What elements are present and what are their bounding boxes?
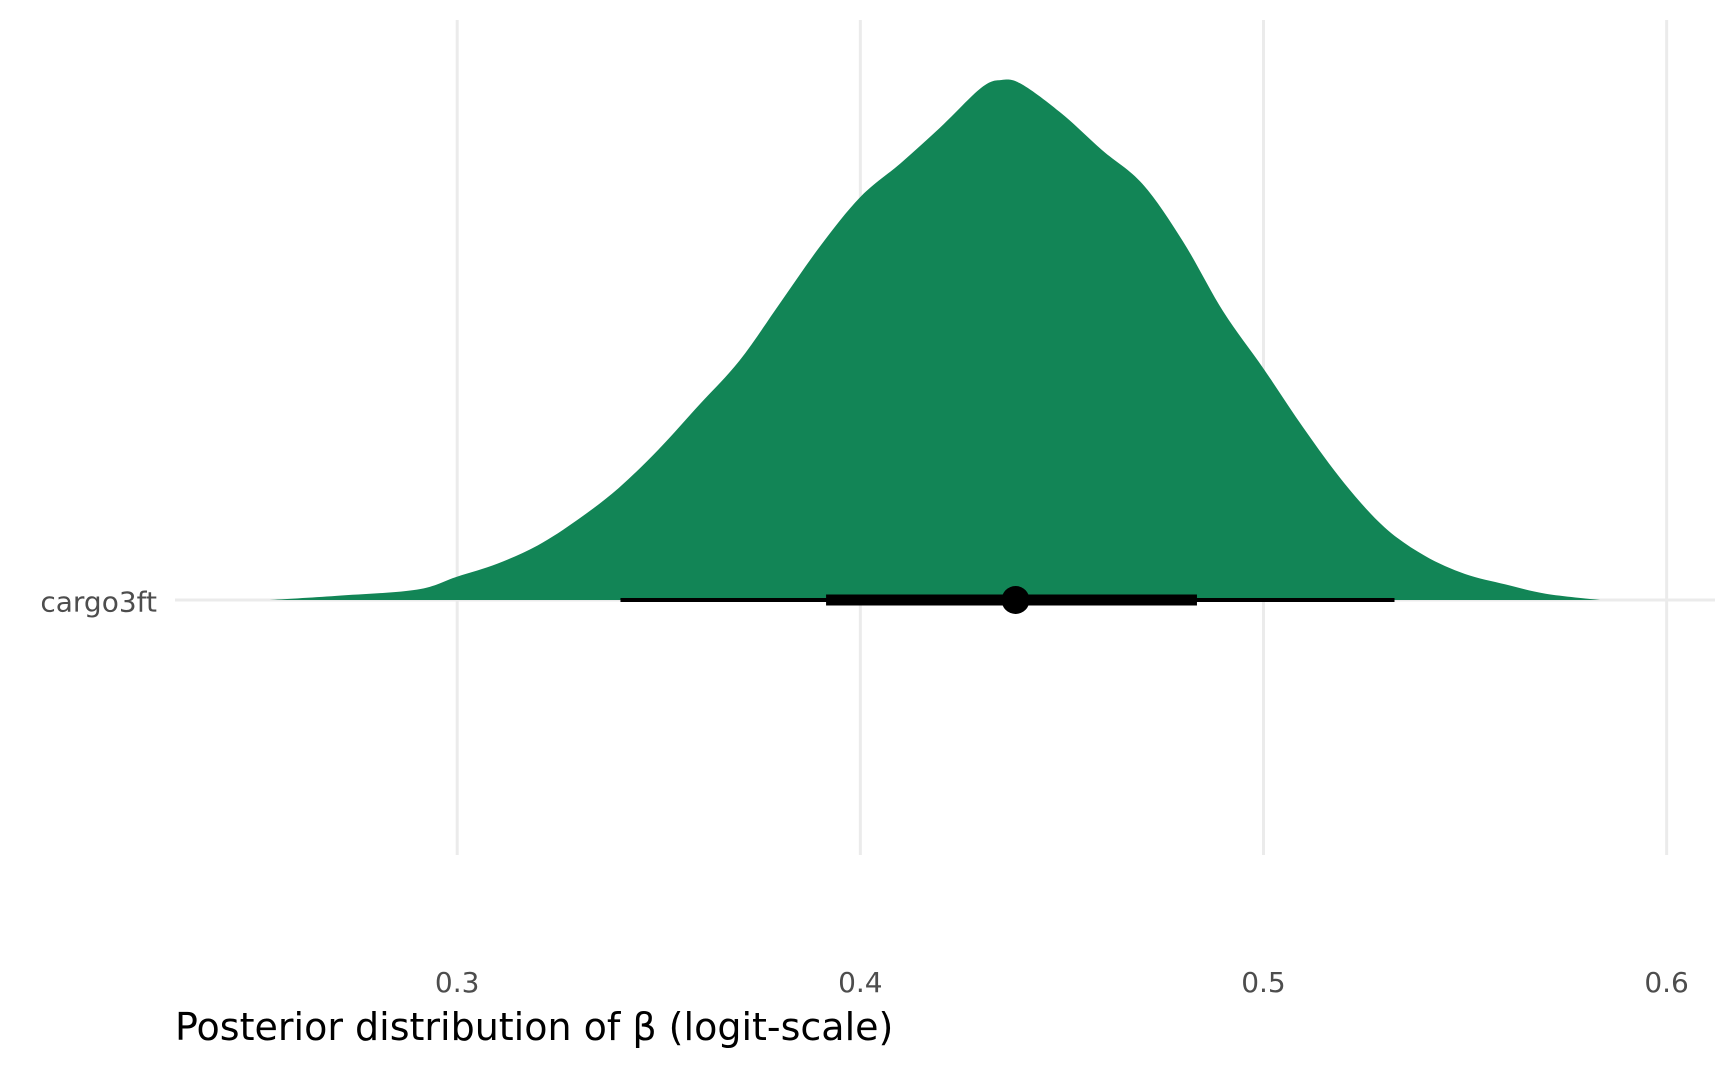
x-tick-label: 0.6 [1644, 966, 1689, 999]
x-tick-label: 0.4 [838, 966, 883, 999]
x-axis-title: Posterior distribution of β (logit-scale… [175, 1005, 893, 1049]
x-tick-label: 0.5 [1241, 966, 1286, 999]
density-area [269, 79, 1601, 601]
x-tick-labels: 0.3 0.4 0.5 0.6 [435, 966, 1689, 999]
point-estimate-dot [1001, 586, 1030, 614]
y-tick-label-cargo3ft: cargo3ft [40, 586, 157, 619]
x-tick-label: 0.3 [435, 966, 480, 999]
